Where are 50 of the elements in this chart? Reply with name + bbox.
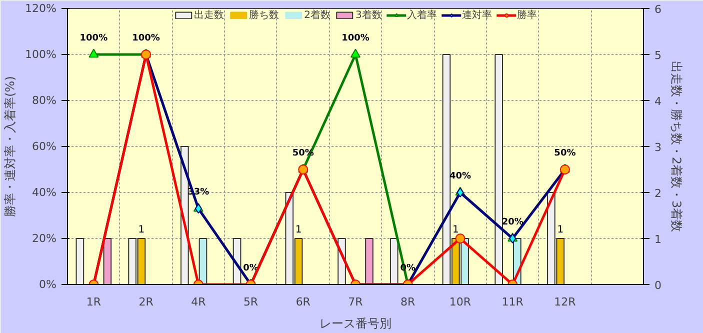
x-tick-label: 8R xyxy=(400,296,416,308)
x-tick-label: 12R xyxy=(554,296,576,308)
bar xyxy=(365,238,374,284)
x-tick-label: 6R xyxy=(296,296,311,308)
data-label: 100% xyxy=(342,34,370,44)
x-axis-title: レース番号別 xyxy=(320,316,392,330)
y2-tick-label: 5 xyxy=(654,49,662,62)
bar xyxy=(103,238,112,284)
y-tick-label: 100% xyxy=(25,48,57,61)
y-axis-title: 勝率・連対率・入着率(%) xyxy=(3,76,18,217)
x-tick-label: 1R xyxy=(86,296,102,308)
y2-tick-label: 4 xyxy=(654,95,662,108)
legend-label: 勝率 xyxy=(516,8,537,22)
x-tick-label: 10R xyxy=(449,296,472,308)
y-tick-label: 20% xyxy=(32,232,57,245)
y2-tick-label: 3 xyxy=(654,141,662,154)
y-tick-label: 0% xyxy=(39,278,56,291)
legend-label: 勝ち数 xyxy=(249,8,280,22)
legend-label: 入着率 xyxy=(406,8,437,22)
point xyxy=(88,48,99,58)
bar xyxy=(198,238,208,284)
y-tick-label: 120% xyxy=(25,2,57,15)
bar xyxy=(390,238,398,284)
bar xyxy=(76,238,84,284)
y2-tick-label: 2 xyxy=(654,187,662,200)
legend-label: 2着数 xyxy=(304,8,330,22)
y-tick-label: 60% xyxy=(32,140,57,153)
bar xyxy=(494,54,504,284)
data-label: 50% xyxy=(554,148,576,158)
data-label: 1 xyxy=(295,224,302,236)
point xyxy=(350,48,360,58)
x-tick-label: 7R xyxy=(348,296,364,308)
data-label: 100% xyxy=(80,34,108,44)
legend-label: 3着数 xyxy=(356,8,382,22)
data-label: 100% xyxy=(132,34,160,44)
legend-label: 出走数 xyxy=(194,8,224,22)
x-tick-label: 11R xyxy=(502,296,524,308)
legend-label: 連対率 xyxy=(462,8,492,22)
data-label: 1 xyxy=(557,224,564,236)
y2-tick-label: 1 xyxy=(654,233,662,246)
y2-tick-label: 0 xyxy=(654,279,662,292)
data-label: 1 xyxy=(452,224,459,236)
y2-tick-label: 6 xyxy=(654,3,662,16)
y-tick-label: 40% xyxy=(32,186,57,199)
x-tick-label: 5R xyxy=(243,296,258,308)
x-tick-label: 4R xyxy=(191,296,206,308)
x-tick-label: 2R xyxy=(138,296,154,308)
data-label: 1 xyxy=(138,224,145,236)
y-tick-label: 80% xyxy=(32,94,57,107)
y2-axis-title: 出走数・勝ち数・2着数・3着数 xyxy=(670,60,684,232)
